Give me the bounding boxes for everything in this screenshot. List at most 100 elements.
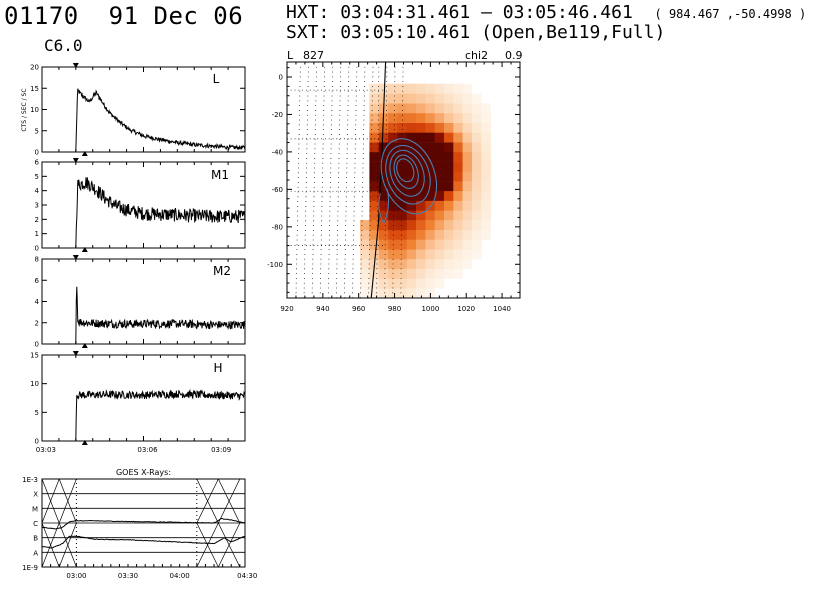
heatmap-cell	[369, 93, 379, 104]
heatmap-cell	[416, 83, 426, 94]
heatmap-cell	[481, 132, 491, 143]
heatmap-cell	[406, 288, 417, 298]
x-tick-label: 920	[280, 305, 293, 313]
heatmap-cell	[425, 93, 435, 104]
heatmap-cell	[462, 112, 473, 123]
heatmap-cell	[378, 229, 389, 240]
heatmap-cell	[472, 200, 482, 211]
gap-hatch	[196, 522, 219, 568]
heatmap-cell	[416, 103, 426, 114]
heatmap-cell	[425, 190, 435, 201]
heatmap-cell	[406, 93, 417, 104]
heatmap-cell	[360, 220, 370, 231]
x-tick-label: 03:03	[36, 446, 56, 454]
heatmap-cell	[369, 132, 379, 143]
heatmap-cell	[388, 220, 398, 231]
heatmap-cell	[388, 171, 398, 182]
heatmap-cell	[481, 151, 491, 162]
heatmap-cell	[462, 83, 473, 94]
y-tick-label: 0	[35, 341, 39, 349]
heatmap-cell	[416, 210, 426, 221]
heatmap-cell	[462, 190, 473, 201]
sxt-time-line: SXT: 03:05:10.461 (Open,Be119,Full)	[286, 22, 665, 43]
heatmap-cell	[425, 268, 435, 279]
heatmap-cell	[397, 268, 407, 279]
heatmap-cell	[444, 239, 454, 250]
heatmap-cell	[453, 239, 463, 250]
heatmap-cell	[369, 229, 379, 240]
heatmap-cell	[369, 220, 379, 231]
heatmap-cell	[397, 239, 407, 250]
heatmap-cell	[453, 151, 463, 162]
light-curve-line	[42, 177, 246, 249]
heatmap-cell	[425, 151, 435, 162]
heatmap-cell	[462, 171, 473, 182]
grid-meridian	[295, 65, 301, 298]
heatmap-cell	[397, 259, 407, 269]
y-tick-label: -100	[267, 261, 283, 269]
hxt-contour	[385, 144, 431, 205]
heatmap-cell	[434, 122, 445, 133]
x-tick-label: 980	[388, 305, 401, 313]
heatmap-cell	[388, 93, 398, 104]
heatmap-cell	[360, 259, 370, 269]
heatmap-cell	[481, 200, 491, 211]
y-tick-label: 2	[35, 216, 39, 224]
heatmap-cell	[425, 259, 435, 269]
heatmap-cell	[388, 190, 398, 201]
heatmap-cell	[397, 288, 407, 298]
heatmap-cell	[481, 210, 491, 221]
heatmap-cell	[444, 190, 454, 201]
goes-band-label: C	[33, 520, 38, 528]
image-left-value: 827	[303, 49, 324, 62]
heatmap-cell	[453, 190, 463, 201]
heatmap-cell	[453, 112, 463, 123]
heatmap-cell	[434, 93, 445, 104]
heatmap-cell	[416, 239, 426, 250]
time-marker-icon	[72, 158, 79, 163]
heatmap-cell	[378, 142, 389, 153]
gap-hatch	[58, 478, 77, 524]
heatmap-cell	[378, 190, 389, 201]
heatmap-cell	[444, 122, 454, 133]
heatmap-cell	[472, 112, 482, 123]
heatmap-cell	[434, 142, 445, 153]
y-tick-label: 20	[30, 64, 39, 72]
heatmap-cell	[369, 181, 379, 192]
heatmap-cell	[472, 171, 482, 182]
heatmap-cell	[481, 220, 491, 231]
heatmap-cell	[481, 142, 491, 153]
heatmap-cell	[434, 259, 445, 269]
heatmap-cell	[444, 181, 454, 192]
heatmap-cell	[481, 103, 491, 114]
heatmap-cell	[444, 200, 454, 211]
heatmap-cell	[462, 93, 473, 104]
heatmap-cell	[378, 210, 389, 221]
heatmap-cell	[444, 83, 454, 94]
goes-band-label: M	[32, 505, 38, 513]
heatmap-cell	[416, 171, 426, 182]
time-marker-icon	[81, 151, 88, 156]
heatmap-cell	[406, 249, 417, 260]
heatmap-cell	[434, 249, 445, 260]
y-tick-label: -40	[272, 148, 283, 156]
heatmap-cell	[369, 239, 379, 250]
event-title: 01170 91 Dec 06	[4, 2, 243, 30]
heatmap-cell	[453, 200, 463, 211]
heatmap-cell	[444, 103, 454, 114]
heatmap-cell	[416, 122, 426, 133]
time-marker-icon	[72, 351, 79, 356]
heatmap-cell	[425, 132, 435, 143]
x-tick-label: 960	[352, 305, 365, 313]
grid-meridian	[344, 65, 350, 298]
heatmap-cell	[444, 132, 454, 143]
heatmap-cell	[453, 268, 463, 279]
y-tick-label: 10	[30, 380, 39, 388]
heatmap-cell	[462, 161, 473, 172]
grid-meridian	[335, 65, 342, 298]
heatmap-cell	[425, 229, 435, 240]
heatmap-cell	[472, 132, 482, 143]
grid-meridian	[376, 65, 380, 298]
heatmap-cell	[444, 210, 454, 221]
heatmap-cell	[425, 249, 435, 260]
